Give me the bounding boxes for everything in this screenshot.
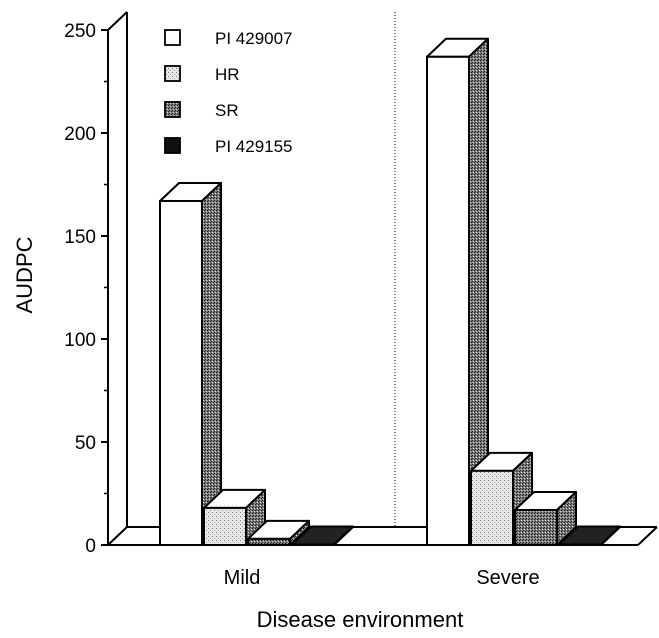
legend-label: SR (215, 101, 239, 120)
legend-label: PI 429155 (215, 137, 293, 156)
x-category-label: Severe (476, 567, 539, 589)
x-axis-title: Disease environment (257, 607, 464, 632)
bar-front (426, 55, 470, 546)
y-tick-label: 100 (64, 330, 96, 351)
bar (558, 525, 621, 546)
legend-swatch (164, 29, 181, 46)
bars (159, 37, 621, 547)
bar (291, 525, 354, 546)
bar-front (558, 543, 602, 546)
bar-side (201, 181, 222, 546)
bar-front (247, 537, 291, 547)
bar-front (470, 469, 514, 546)
y-axis-title: AUDPC (12, 236, 37, 313)
legend-swatch (164, 137, 181, 154)
bar (514, 490, 577, 547)
y-axis-top-edge (107, 11, 128, 31)
y-tick-label: 200 (64, 124, 96, 145)
y-axis: 0 50 100 150 200 250 (64, 11, 128, 557)
bar-front (514, 508, 558, 547)
bar (159, 181, 222, 546)
legend: PI 429007 HR SR PI 429155 (164, 29, 293, 156)
y-tick-label: 150 (64, 227, 96, 248)
y-tick-label: 250 (64, 21, 96, 42)
x-category-label: Mild (224, 567, 261, 589)
y-tick-label: 0 (85, 536, 96, 557)
bar-front (159, 199, 203, 546)
legend-swatch (164, 101, 181, 118)
floor-left-edge (107, 526, 128, 546)
legend-swatch (164, 65, 181, 82)
legend-label: PI 429007 (215, 29, 293, 48)
x-category-labels: Mild Severe (224, 567, 540, 589)
bar-front (291, 543, 335, 546)
bar (247, 519, 310, 547)
y-tick-label: 50 (75, 433, 96, 454)
bar (426, 37, 489, 546)
bar-front (203, 506, 247, 547)
legend-label: HR (215, 65, 240, 84)
floor-right-edge (637, 526, 658, 546)
